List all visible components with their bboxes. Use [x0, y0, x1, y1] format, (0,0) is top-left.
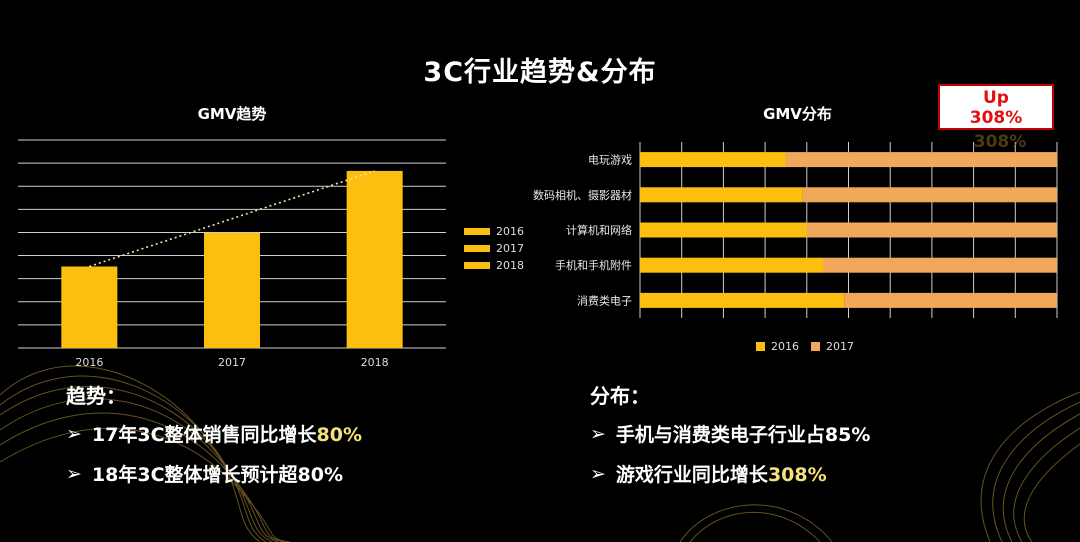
bar-2016-数码相机、摄影器材: [640, 187, 803, 203]
distribution-bullet-1: ➢ 手机与消费类电子行业占85%: [590, 420, 870, 447]
bullet-arrow-icon: ➢: [590, 422, 606, 445]
y-tick-label: 电玩游戏: [588, 154, 632, 167]
legend-label: 2017: [826, 340, 854, 353]
bullet-text: 17年3C整体销售同比增长: [91, 424, 317, 446]
legend-swatch: [464, 262, 490, 269]
page-title: 3C行业趋势&分布: [423, 57, 657, 88]
x-tick-label: 2017: [218, 356, 246, 369]
bar-2017-消费类电子: [844, 292, 1057, 308]
trend-bullet-1: ➢ 17年3C整体销售同比增长80%: [66, 420, 362, 447]
legend-swatch: [464, 245, 490, 252]
bar-2016-消费类电子: [640, 292, 845, 308]
bullet-highlight: 80%: [316, 424, 363, 446]
y-tick-label: 计算机和网络: [566, 223, 632, 237]
distribution-bullet-2: ➢ 游戏行业同比增长308%: [590, 460, 827, 487]
bullet-arrow-icon: ➢: [66, 462, 82, 485]
bar-2017-电玩游戏: [785, 152, 1057, 168]
y-tick-label: 消费类电子: [577, 293, 632, 307]
bar-2016-手机和手机附件: [640, 257, 824, 273]
trend-heading: 趋势：: [66, 384, 126, 408]
x-tick-label: 2018: [361, 356, 389, 369]
x-tick-label: 2016: [75, 356, 103, 369]
bullet-highlight: 308%: [767, 464, 827, 486]
bar-2017-手机和手机附件: [823, 257, 1057, 273]
legend-swatch: [756, 342, 765, 351]
gmv-trend-chart-title: GMV趋势: [197, 105, 267, 123]
bullet-text: 手机与消费类电子行业占85%: [615, 424, 871, 446]
bar-2016-计算机和网络: [640, 222, 807, 238]
legend-item-2017: 2017: [464, 242, 524, 255]
bar-2017: [204, 232, 260, 348]
gmv-distribution-legend: 2016 2017: [756, 340, 854, 353]
legend-swatch: [811, 342, 820, 351]
bar-2017-计算机和网络: [806, 222, 1057, 238]
bullet-text: 18年3C整体增长预计超80%: [91, 464, 344, 486]
legend-label: 2016: [771, 340, 799, 353]
growth-badge: Up 308%: [938, 84, 1054, 130]
bar-2018: [346, 170, 403, 348]
legend-label: 2016: [496, 225, 524, 238]
legend-item-2016: 2016: [756, 340, 799, 353]
y-tick-label: 数码相机、摄影器材: [533, 188, 632, 202]
badge-line-1: Up: [983, 88, 1009, 108]
bullet-arrow-icon: ➢: [590, 462, 606, 485]
bullet-arrow-icon: ➢: [66, 422, 82, 445]
bar-2016-电玩游戏: [640, 152, 786, 168]
legend-label: 2017: [496, 242, 524, 255]
bullet-text: 游戏行业同比增长: [615, 464, 768, 486]
bar-2016: [61, 266, 118, 348]
trendline: [89, 170, 375, 268]
trend-bullet-2: ➢ 18年3C整体增长预计超80%: [66, 460, 343, 487]
badge-line-2: 308%: [969, 108, 1023, 128]
badge-shadow-text: 308%: [973, 132, 1027, 152]
legend-item-2018: 2018: [464, 259, 524, 272]
legend-label: 2018: [496, 259, 524, 272]
y-tick-label: 手机和手机附件: [555, 258, 632, 272]
gmv-trend-legend: 2016 2017 2018: [464, 225, 524, 272]
gmv-distribution-chart-title: GMV分布: [763, 105, 832, 123]
legend-item-2016: 2016: [464, 225, 524, 238]
legend-item-2017: 2017: [811, 340, 854, 353]
distribution-heading: 分布：: [590, 384, 650, 408]
legend-swatch: [464, 228, 490, 235]
bar-2017-数码相机、摄影器材: [802, 187, 1057, 203]
